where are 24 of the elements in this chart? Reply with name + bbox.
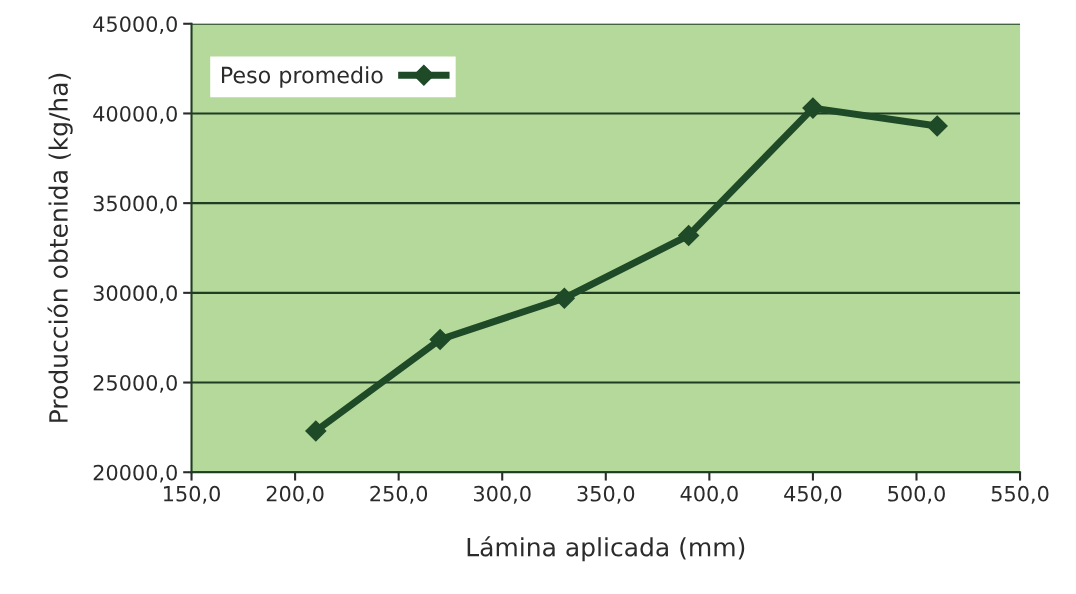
point xyxy=(926,115,948,137)
point xyxy=(305,420,327,442)
y-tick-label: 30000,0 xyxy=(93,285,177,304)
y-axis-title: Producción obtenida (kg/ha) xyxy=(47,73,73,422)
x-tick-label: 200,0 xyxy=(266,485,324,504)
y-tick-label: 40000,0 xyxy=(93,105,177,124)
point xyxy=(429,328,451,350)
y-tick-label: 35000,0 xyxy=(93,195,177,214)
y-tick-label: 25000,0 xyxy=(93,374,177,393)
x-tick-label: 300,0 xyxy=(473,485,531,504)
y-tick-label: 20000,0 xyxy=(93,464,177,483)
y-tick-label: 45000,0 xyxy=(93,16,177,35)
x-tick-label: 250,0 xyxy=(370,485,428,504)
point xyxy=(678,224,700,246)
x-tick-label: 450,0 xyxy=(784,485,842,504)
x-tick-label: 350,0 xyxy=(577,485,635,504)
point xyxy=(802,97,824,119)
x-tick-label: 400,0 xyxy=(680,485,738,504)
point xyxy=(553,287,575,309)
legend-label: Peso promedio xyxy=(221,66,383,88)
x-tick-label: 500,0 xyxy=(888,485,945,504)
x-tick-label: 150,0 xyxy=(164,485,220,504)
x-tick-label: 550,0 xyxy=(991,485,1049,504)
x-axis-title: Lámina aplicada (mm) xyxy=(467,536,745,562)
